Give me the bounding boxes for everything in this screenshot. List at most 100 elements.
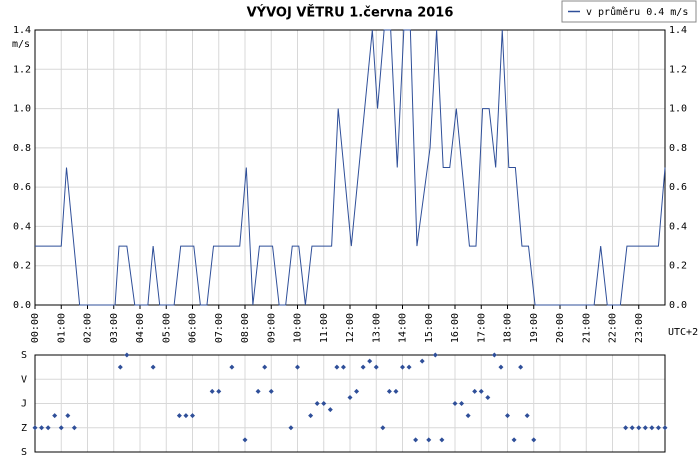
point xyxy=(288,425,294,431)
point xyxy=(190,413,195,419)
point xyxy=(176,413,182,419)
x-tick-label: 17:00 xyxy=(476,313,487,343)
point xyxy=(58,425,64,431)
point xyxy=(413,437,419,443)
point xyxy=(39,425,45,431)
point xyxy=(209,388,215,394)
x-tick-label: 11:00 xyxy=(319,313,330,343)
point xyxy=(655,425,661,431)
x-tick-label: 23:00 xyxy=(634,313,645,343)
annotation: UTC+2 xyxy=(668,327,698,338)
y-tick-label: 0.8 xyxy=(13,143,31,154)
point xyxy=(216,388,222,394)
y-tick-label: 1.4 xyxy=(13,25,31,36)
x-tick-label: 20:00 xyxy=(555,313,566,343)
point xyxy=(327,407,333,413)
legend-label: v průměru 0.4 m/s xyxy=(586,6,688,18)
point xyxy=(465,413,471,419)
y-tick-label-right: 1.2 xyxy=(669,64,687,75)
point xyxy=(71,425,77,431)
point xyxy=(393,388,399,394)
point xyxy=(65,413,71,419)
point xyxy=(45,425,51,431)
x-tick-label: 19:00 xyxy=(529,313,540,343)
point xyxy=(255,388,261,394)
x-tick-label: 03:00 xyxy=(109,313,120,343)
point xyxy=(308,413,314,419)
y-tick-label-right: 0.8 xyxy=(669,143,687,154)
point xyxy=(52,413,58,419)
point xyxy=(400,364,405,370)
x-tick-label: 02:00 xyxy=(83,313,94,343)
x-tick-label: 14:00 xyxy=(398,313,409,343)
point xyxy=(32,425,38,431)
x-tick-label: 15:00 xyxy=(424,313,435,343)
point xyxy=(649,425,655,431)
point xyxy=(183,413,189,419)
y-tick-label: S xyxy=(21,350,27,361)
y-tick-label: J xyxy=(21,399,27,410)
point xyxy=(354,388,360,394)
point xyxy=(380,425,386,431)
x-tick-label: 07:00 xyxy=(214,313,225,343)
point xyxy=(373,364,379,370)
x-tick-label: 16:00 xyxy=(450,313,461,343)
x-tick-label: 09:00 xyxy=(266,313,277,343)
point xyxy=(491,352,497,358)
point xyxy=(636,425,642,431)
point xyxy=(334,364,340,370)
point xyxy=(347,394,353,400)
x-tick-label: 10:00 xyxy=(293,313,304,343)
point xyxy=(229,364,235,370)
point xyxy=(419,358,425,364)
point xyxy=(386,388,392,394)
x-tick-label: 00:00 xyxy=(30,313,41,343)
point xyxy=(472,388,478,394)
point xyxy=(478,388,484,394)
point xyxy=(262,364,268,370)
x-tick-label: 05:00 xyxy=(161,313,172,343)
y-tick-label: 1.2 xyxy=(13,64,31,75)
point xyxy=(150,364,156,370)
point xyxy=(340,364,346,370)
point xyxy=(485,394,491,400)
point xyxy=(360,364,366,370)
x-tick-label: 18:00 xyxy=(503,313,514,343)
y-tick-label: V xyxy=(21,374,27,385)
point xyxy=(623,425,629,431)
point xyxy=(511,437,517,443)
point xyxy=(629,425,635,431)
point xyxy=(642,425,648,431)
point xyxy=(662,425,668,431)
chart-title: VÝVOJ VĚTRU 1.června 2016 xyxy=(247,5,454,21)
y-tick-label-right: 0.0 xyxy=(669,300,687,311)
point xyxy=(406,364,412,370)
y-axis-label: m/s xyxy=(12,39,30,50)
x-tick-label: 13:00 xyxy=(371,313,382,343)
point xyxy=(452,401,458,406)
y-tick-label: 0.2 xyxy=(13,261,31,272)
line xyxy=(35,29,666,306)
y-tick-label: Z xyxy=(21,423,27,434)
point xyxy=(524,413,530,419)
x-tick-label: 12:00 xyxy=(345,313,356,343)
y-tick-label-right: 0.2 xyxy=(669,261,687,272)
y-tick-label-right: 0.6 xyxy=(669,182,687,193)
y-tick-label-right: 0.4 xyxy=(669,221,687,232)
y-tick-label: S xyxy=(21,447,27,458)
point xyxy=(459,401,465,406)
point xyxy=(531,437,537,443)
x-tick-label: 21:00 xyxy=(581,313,592,343)
point xyxy=(321,401,327,406)
y-tick-label: 0.6 xyxy=(13,182,31,193)
point xyxy=(367,358,373,364)
point xyxy=(505,413,510,419)
y-tick-label: 0.4 xyxy=(13,221,31,232)
point xyxy=(242,437,248,443)
point xyxy=(268,388,274,394)
x-tick-label: 22:00 xyxy=(608,313,619,343)
x-tick-label: 08:00 xyxy=(240,313,251,343)
point xyxy=(439,437,445,443)
point xyxy=(432,352,438,358)
